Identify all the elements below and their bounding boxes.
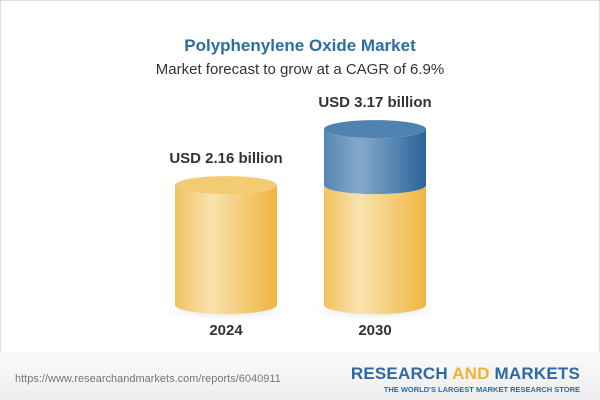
- footer: https://www.researchandmarkets.com/repor…: [0, 352, 600, 400]
- cylinder-top: [175, 176, 277, 195]
- category-label: 2024: [209, 322, 243, 339]
- category-label: 2030: [358, 322, 391, 339]
- cylinder-growth-segment: [324, 129, 426, 195]
- brand-logo: RESEARCH AND MARKETS THE WORLD'S LARGEST…: [350, 364, 580, 394]
- brand-tagline: THE WORLD'S LARGEST MARKET RESEARCH STOR…: [383, 385, 580, 394]
- chart-subtitle: Market forecast to grow at a CAGR of 6.9…: [155, 61, 445, 78]
- chart-title: Polyphenylene Oxide Market: [184, 36, 416, 55]
- cylinder-top: [324, 120, 426, 139]
- data-label: USD 2.16 billion: [169, 150, 282, 167]
- cylinder-chart: USD 2.16 billion 2024 USD 3.17 billion 2030: [163, 94, 438, 339]
- data-label: USD 3.17 billion: [318, 94, 431, 111]
- source-url[interactable]: https://www.researchandmarkets.com/repor…: [15, 373, 281, 385]
- cylinder-base-segment: [324, 185, 426, 314]
- cylinder-base-segment: [175, 185, 277, 314]
